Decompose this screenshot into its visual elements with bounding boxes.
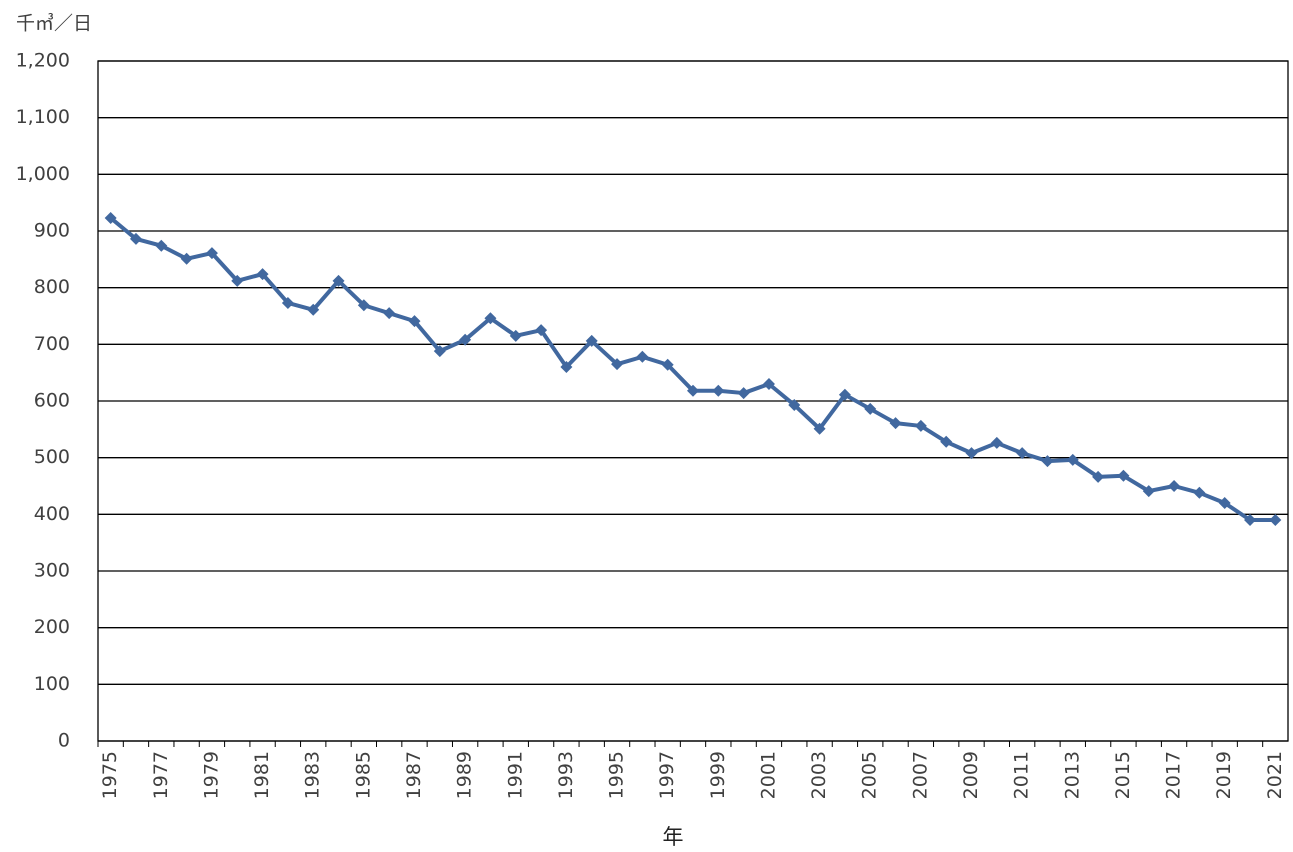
marker bbox=[307, 303, 320, 316]
marker bbox=[408, 315, 421, 328]
y-tick-label: 100 bbox=[34, 673, 70, 695]
marker bbox=[459, 333, 472, 346]
x-tick-label: 1985 bbox=[352, 751, 374, 799]
x-tick-label: 2003 bbox=[808, 751, 830, 799]
x-tick-label: 1979 bbox=[200, 751, 222, 799]
y-tick-label: 400 bbox=[34, 503, 70, 525]
marker bbox=[231, 274, 244, 287]
marker bbox=[585, 334, 598, 347]
x-tick-label: 1981 bbox=[251, 751, 273, 799]
marker bbox=[155, 239, 168, 252]
marker bbox=[1244, 514, 1257, 526]
marker bbox=[737, 387, 750, 400]
marker bbox=[636, 350, 649, 363]
marker bbox=[838, 388, 851, 401]
x-tick-label: 1975 bbox=[99, 751, 121, 799]
marker bbox=[357, 299, 370, 312]
marker bbox=[1218, 497, 1231, 509]
marker bbox=[433, 345, 446, 358]
x-tick-label: 1995 bbox=[606, 751, 628, 799]
marker bbox=[687, 384, 699, 397]
x-tick-label: 1999 bbox=[707, 751, 729, 799]
marker bbox=[535, 324, 548, 337]
marker bbox=[914, 419, 927, 432]
x-tick-label: 1987 bbox=[403, 751, 425, 799]
marker bbox=[712, 384, 725, 397]
x-tick-label: 2019 bbox=[1213, 751, 1235, 799]
x-tick-label: 2009 bbox=[960, 751, 982, 799]
y-tick-label: 300 bbox=[34, 560, 70, 582]
x-tick-label: 2017 bbox=[1163, 751, 1185, 799]
marker bbox=[762, 378, 775, 390]
marker bbox=[383, 307, 396, 320]
marker bbox=[205, 247, 218, 260]
x-tick-label: 1993 bbox=[555, 751, 577, 799]
x-tick-label: 2011 bbox=[1011, 751, 1033, 799]
y-tick-label: 700 bbox=[34, 333, 70, 355]
y-tick-label: 0 bbox=[58, 730, 70, 752]
x-tick-label: 2005 bbox=[859, 751, 881, 799]
marker bbox=[180, 252, 193, 265]
marker bbox=[281, 296, 294, 309]
marker bbox=[661, 358, 674, 371]
marker bbox=[940, 435, 953, 448]
y-tick-label: 200 bbox=[34, 616, 70, 638]
y-tick-label: 500 bbox=[34, 446, 70, 468]
marker bbox=[1117, 469, 1130, 482]
marker bbox=[1041, 455, 1054, 468]
marker bbox=[611, 358, 624, 371]
x-tick-label: 2013 bbox=[1061, 751, 1083, 799]
x-axis-title: 年 bbox=[663, 825, 684, 849]
y-tick-label: 800 bbox=[34, 276, 70, 298]
marker bbox=[813, 422, 826, 435]
marker bbox=[1193, 486, 1206, 499]
marker bbox=[889, 417, 902, 430]
marker bbox=[484, 312, 497, 325]
y-tick-label: 900 bbox=[34, 220, 70, 242]
marker bbox=[509, 329, 522, 342]
marker bbox=[1066, 453, 1079, 466]
x-tick-label: 1983 bbox=[302, 751, 324, 799]
marker bbox=[129, 232, 142, 245]
x-tick-label: 1989 bbox=[454, 751, 476, 799]
y-axis-title: 千㎥／日 bbox=[16, 13, 92, 35]
y-tick-label: 1,200 bbox=[16, 50, 70, 72]
marker bbox=[965, 447, 978, 460]
x-tick-label: 1991 bbox=[504, 751, 526, 799]
marker bbox=[1269, 514, 1282, 526]
marker bbox=[788, 398, 801, 411]
y-tick-label: 1,000 bbox=[16, 163, 70, 185]
marker bbox=[256, 268, 269, 281]
x-tick-label: 1997 bbox=[656, 751, 678, 799]
marker bbox=[1092, 470, 1105, 483]
x-tick-label: 2007 bbox=[909, 751, 931, 799]
marker bbox=[560, 361, 573, 373]
x-tick-label: 1977 bbox=[150, 751, 172, 799]
x-tick-label: 2015 bbox=[1112, 751, 1134, 799]
marker bbox=[864, 402, 877, 415]
marker bbox=[1016, 447, 1029, 460]
marker bbox=[1142, 485, 1155, 498]
y-tick-label: 600 bbox=[34, 390, 70, 412]
marker bbox=[1168, 480, 1181, 492]
marker bbox=[104, 211, 117, 224]
marker bbox=[332, 274, 345, 287]
marker bbox=[990, 436, 1003, 449]
x-tick-label: 2001 bbox=[757, 751, 779, 799]
y-tick-label: 1,100 bbox=[16, 106, 70, 128]
x-tick-label: 2021 bbox=[1264, 751, 1286, 799]
plot-border bbox=[97, 60, 1289, 742]
